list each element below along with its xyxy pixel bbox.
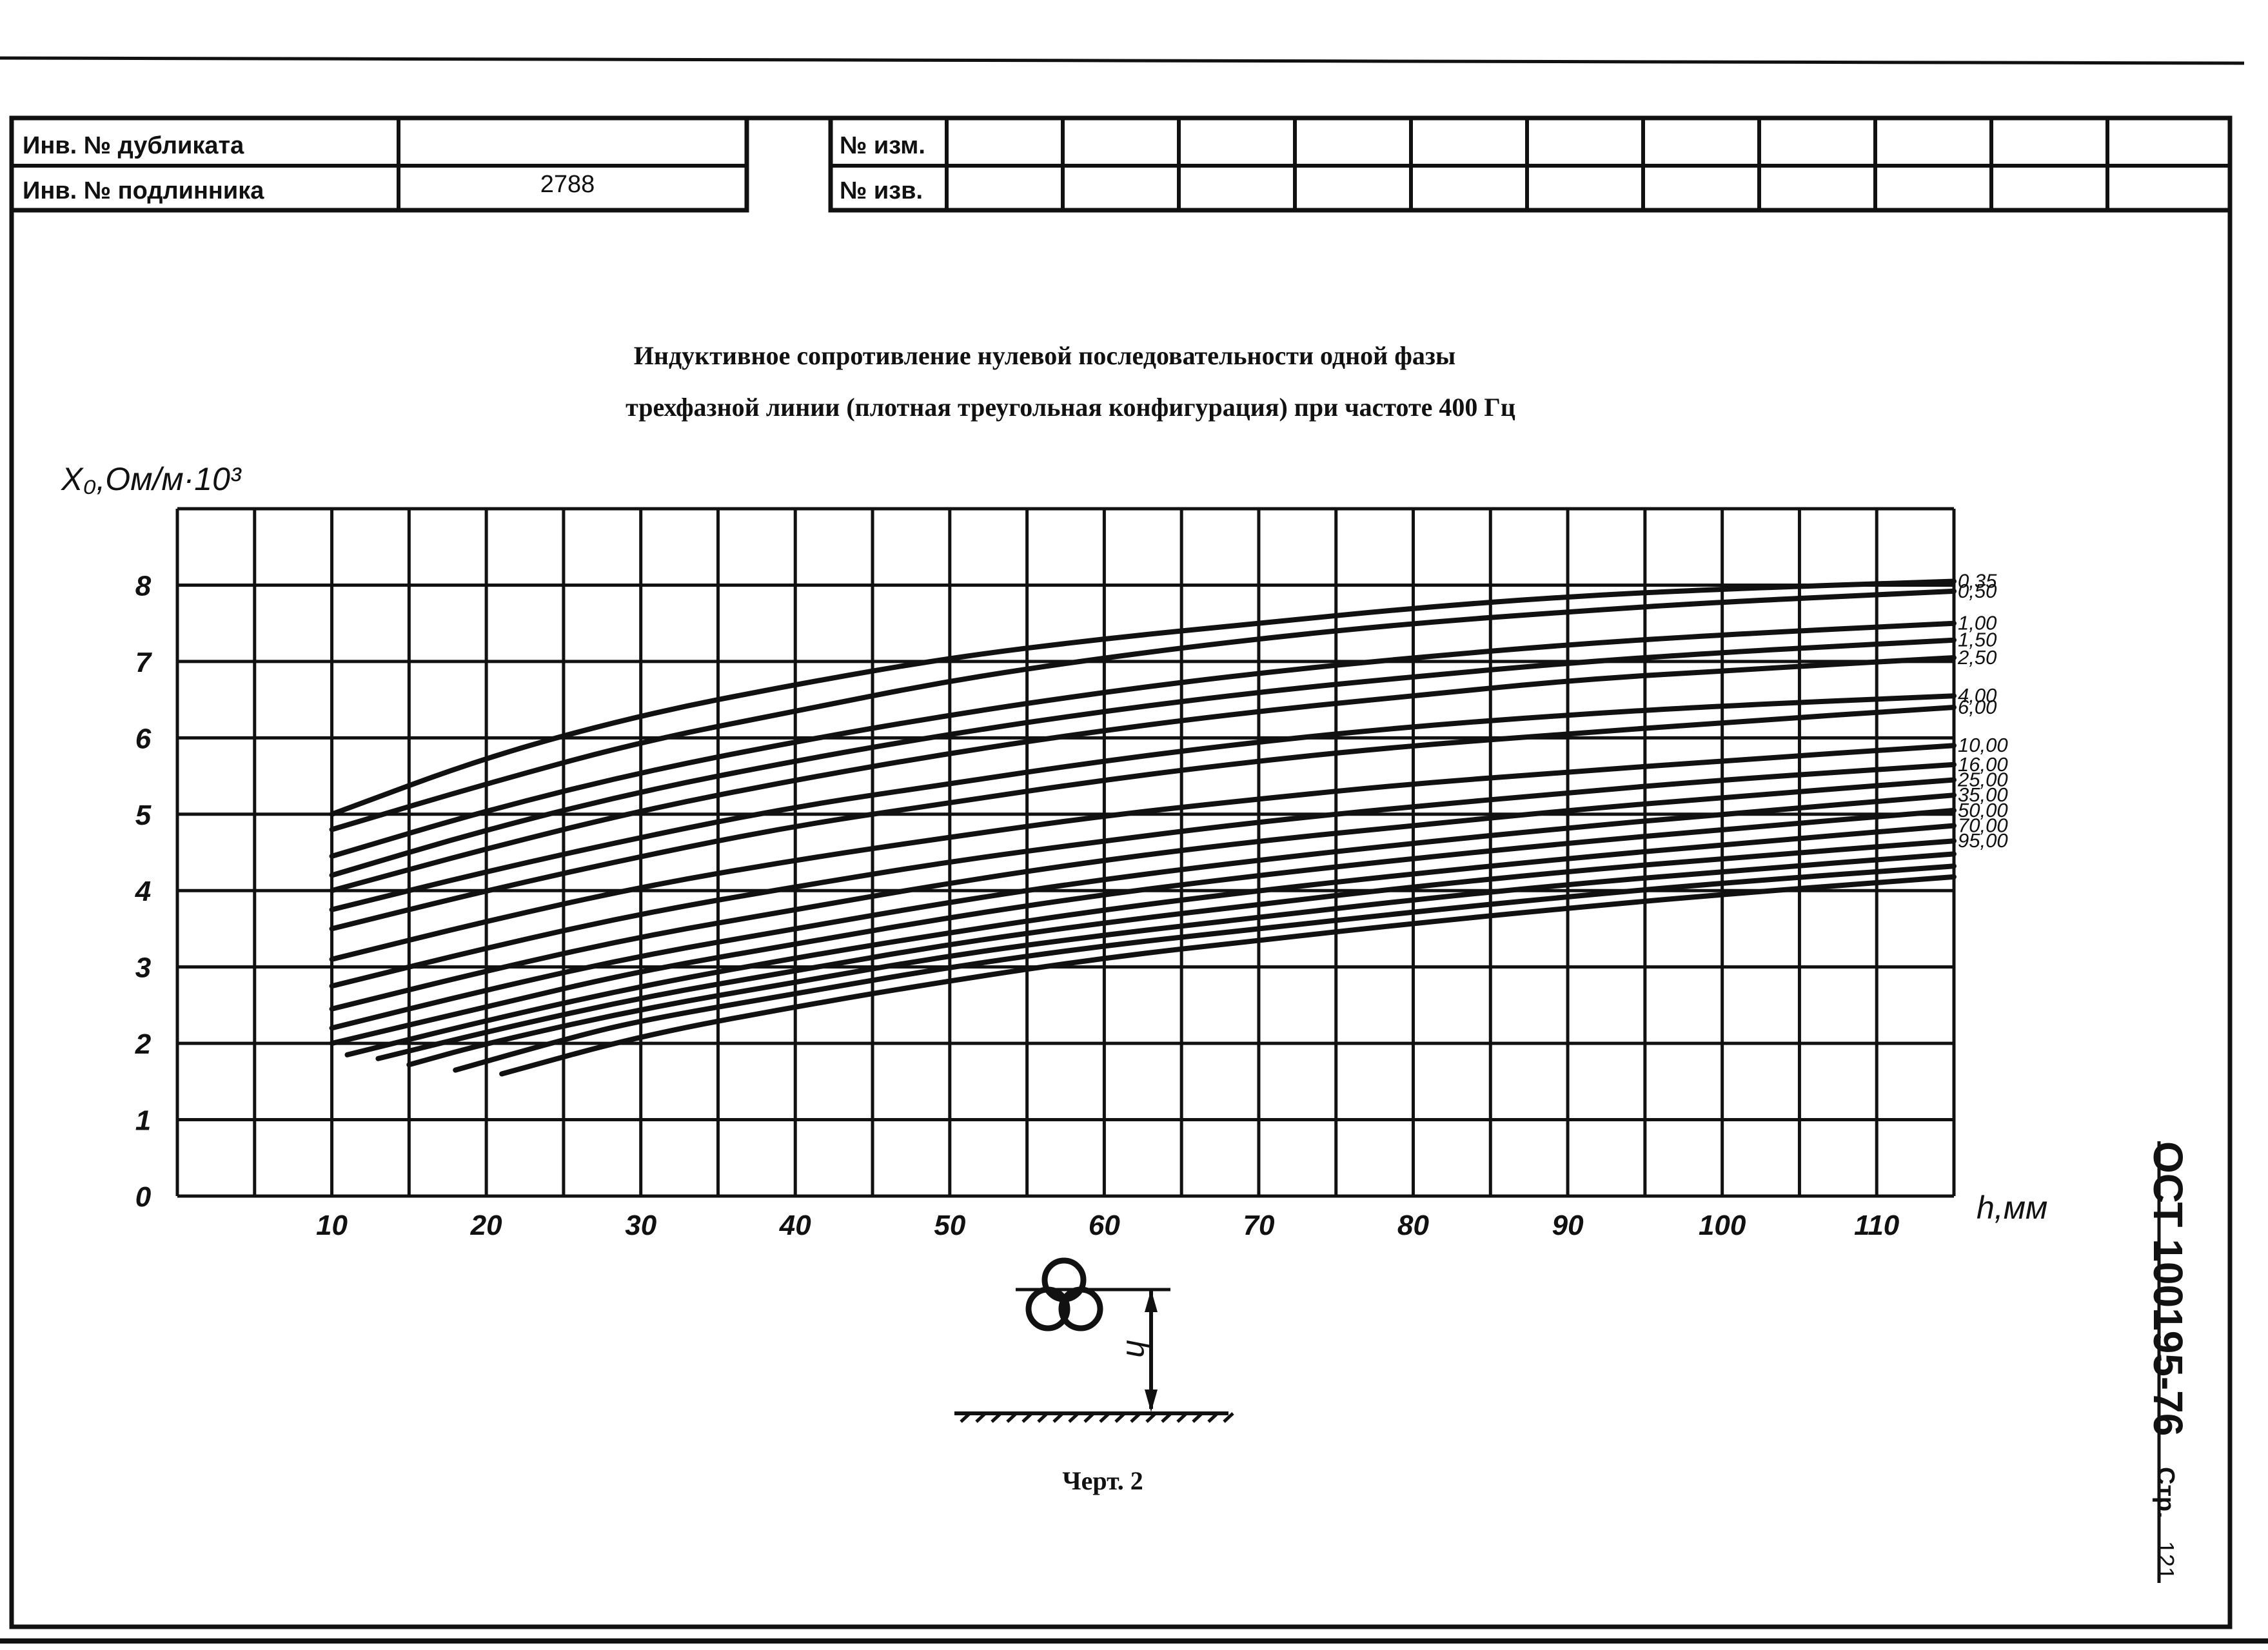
hatch-stroke — [1021, 1412, 1033, 1423]
series-label: 70,00 — [1958, 814, 2008, 837]
hatch-stroke — [1130, 1412, 1141, 1423]
y-axis-ticks: 0 1 2 3 4 5 6 7 8 — [135, 570, 153, 1213]
hatch-stroke — [1176, 1412, 1188, 1423]
height-arrow-down — [1145, 1390, 1158, 1412]
series-curve — [329, 807, 1957, 1046]
series-curve — [329, 693, 1957, 912]
series-curve — [344, 823, 1957, 1057]
cable-height-diagram: h — [954, 1257, 1234, 1423]
x-tick-label: 20 — [470, 1210, 502, 1241]
series-label: 95,00 — [1958, 829, 2008, 852]
x-axis-ticks: 10 20 30 40 50 60 70 80 90 100 110 — [316, 1210, 1900, 1241]
hatch-stroke — [1006, 1412, 1018, 1423]
hatch-stroke — [975, 1412, 987, 1423]
y-axis-label: X₀,Ом/м·10³ — [61, 461, 242, 497]
y-tick-label: 4 — [135, 876, 151, 907]
hatch-stroke — [1099, 1412, 1110, 1423]
standard-code: ОСТ 100195-76 — [2145, 1141, 2191, 1436]
y-tick-label: 3 — [135, 952, 151, 984]
series-curve — [406, 851, 1957, 1068]
series-curve — [329, 637, 1957, 878]
x-tick-label: 90 — [1552, 1210, 1584, 1241]
hatch-stroke — [1068, 1412, 1080, 1423]
hatch-stroke — [991, 1412, 1002, 1423]
hatch-stroke — [1223, 1412, 1234, 1423]
hatch-stroke — [1207, 1412, 1219, 1423]
chart-title-line2: трехфазной линии (плотная треугольная ко… — [626, 393, 1515, 422]
series-label: 0,50 — [1958, 580, 1997, 602]
series-curve — [329, 578, 1957, 817]
series-curve — [329, 743, 1957, 962]
x-tick-label: 110 — [1854, 1210, 1900, 1241]
header-left-value-1: 2788 — [540, 171, 595, 198]
hatch-stroke — [1083, 1412, 1095, 1423]
hatch-stroke — [1114, 1412, 1126, 1423]
x-tick-label: 80 — [1397, 1210, 1429, 1241]
y-tick-label: 7 — [135, 647, 153, 678]
series-curve — [329, 761, 1957, 989]
series-curve — [329, 588, 1957, 832]
series-label: 1,50 — [1958, 629, 1997, 651]
x-tick-label: 40 — [779, 1210, 811, 1241]
x-tick-label: 100 — [1699, 1210, 1746, 1241]
header-left-table: Инв. № дубликата Инв. № подлинника 2788 — [9, 115, 749, 213]
series-curve — [329, 792, 1957, 1031]
hatch-stroke — [960, 1412, 971, 1423]
series-label: 16,00 — [1958, 753, 2008, 776]
ground-hatching — [960, 1412, 1234, 1423]
series-curve — [375, 838, 1957, 1061]
y-tick-label: 5 — [135, 800, 152, 831]
header-right-table: № изм. № изв. — [828, 115, 2233, 213]
sheet-top-rule — [0, 56, 2245, 65]
x-tick-label: 10 — [316, 1210, 348, 1241]
series-label: 4,00 — [1958, 684, 1997, 707]
y-tick-label: 1 — [135, 1105, 151, 1137]
series-label: 35,00 — [1958, 783, 2008, 806]
series-label: 10,00 — [1958, 734, 2008, 756]
x-tick-label: 50 — [934, 1210, 965, 1241]
series-curve — [329, 705, 1957, 932]
header-right-label-0: № изм. — [840, 132, 925, 159]
x-axis-label: h,мм — [1977, 1190, 2047, 1226]
chart-title-line1: Индуктивное сопротивление нулевой послед… — [634, 341, 1455, 370]
series-label: 25,00 — [1957, 768, 2008, 791]
standard-code-block: ОСТ 100195-76 Стр. 121 — [2145, 1141, 2191, 1580]
hatch-stroke — [1161, 1412, 1172, 1423]
series-labels: 0,350,50 1,001,502,50 4,006,00 10,0016,0025… — [1957, 570, 2008, 852]
header-left-label-0: Инв. № дубликата — [23, 132, 244, 159]
series-curve — [453, 863, 1957, 1073]
series-label: 1,00 — [1958, 612, 1997, 634]
header-left-label-1: Инв. № подлинника — [23, 177, 264, 204]
x-tick-label: 60 — [1089, 1210, 1120, 1241]
y-tick-label: 8 — [135, 570, 152, 602]
hatch-stroke — [1192, 1412, 1203, 1423]
series-label: 6,00 — [1958, 696, 1997, 718]
height-symbol: h — [1119, 1340, 1156, 1358]
chart-grid — [175, 507, 1956, 1198]
hatch-stroke — [1052, 1412, 1064, 1423]
series-label: 50,00 — [1958, 799, 2008, 821]
page-number: 121 — [2153, 1541, 2179, 1580]
y-tick-label: 0 — [135, 1181, 152, 1213]
height-arrow-up — [1145, 1290, 1158, 1312]
x-tick-label: 30 — [625, 1210, 656, 1241]
hatch-stroke — [1145, 1412, 1157, 1423]
hatch-stroke — [1037, 1412, 1049, 1423]
series-label: 2,50 — [1957, 646, 1997, 669]
series-curve — [499, 874, 1957, 1077]
y-tick-label: 6 — [135, 723, 152, 754]
x-tick-label: 70 — [1243, 1210, 1274, 1241]
page-label: Стр. — [2152, 1467, 2179, 1518]
header-right-label-1: № изв. — [840, 177, 923, 204]
series-curve — [329, 655, 1957, 894]
figure-caption: Черт. 2 — [1062, 1466, 1143, 1495]
series-curve — [329, 620, 1957, 859]
y-tick-label: 2 — [135, 1028, 152, 1060]
chart-curves — [329, 578, 1957, 1077]
series-label: 0,35 — [1958, 570, 1997, 593]
series-curve — [329, 777, 1957, 1012]
conductor-top — [1041, 1257, 1087, 1302]
